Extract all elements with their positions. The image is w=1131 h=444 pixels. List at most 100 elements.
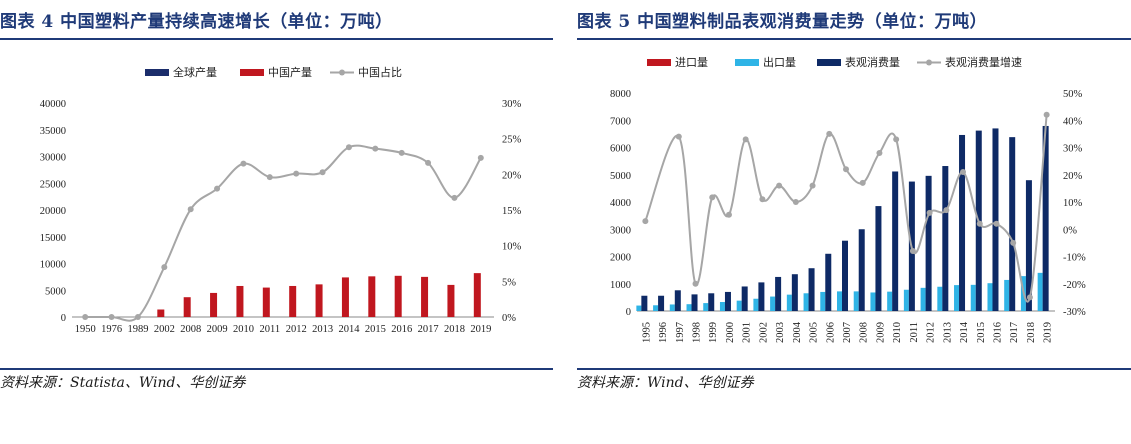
chart-source: 资料来源：Wind、华创证券	[577, 375, 754, 391]
x-tick-label: 2012	[926, 322, 937, 343]
chart-source: 资料来源：Statista、Wind、华创证券	[0, 375, 246, 391]
legend-label: 出口量	[763, 55, 796, 69]
x-tick-label: 2011	[260, 324, 281, 335]
point-中国占比	[398, 149, 405, 156]
bar-出口量	[903, 289, 909, 311]
bar-中国产量	[315, 284, 323, 317]
x-tick-label: 2014	[959, 321, 970, 343]
bar-表观消费量	[892, 171, 899, 311]
bar-出口量	[669, 304, 675, 311]
y-right-tick-label: -20%	[1063, 280, 1086, 291]
chart-panel-left: 图表 4 中国塑料产量持续高速增长（单位：万吨） 0 5000 10000 15000…	[0, 0, 553, 444]
point-表观消费量增速	[725, 211, 732, 218]
point-表观消费量增速	[909, 248, 916, 255]
point-表观消费量增速	[943, 207, 950, 214]
x-tick-label: 2007	[842, 322, 853, 343]
legend-swatch	[240, 69, 264, 76]
x-tick-label: 1950	[75, 324, 96, 335]
bar-出口量	[853, 291, 859, 311]
y-left-tick-label: 8000	[610, 89, 631, 100]
point-中国占比	[345, 144, 352, 151]
x-tick-label: 1976	[101, 324, 122, 335]
point-中国占比	[372, 145, 379, 152]
x-tick-label: 2017	[418, 324, 439, 335]
x-tick-label: 2003	[775, 322, 786, 343]
point-表观消费量增速	[876, 149, 883, 156]
y-left-tick-label: 20000	[40, 206, 66, 217]
point-表观消费量增速	[642, 218, 649, 225]
y-right-tick-label: 0%	[1063, 225, 1077, 236]
bar-表观消费量	[708, 293, 715, 311]
x-tick-label: 2018	[444, 324, 465, 335]
point-表观消费量增速	[776, 182, 783, 189]
bar-表观消费量	[942, 166, 949, 311]
point-中国占比	[319, 169, 326, 176]
y-right-tick-label: 10%	[1063, 198, 1083, 209]
bar-表观消费量	[1025, 180, 1032, 311]
y-left-tick-label: 4000	[610, 198, 631, 209]
bar-出口量	[653, 305, 659, 311]
bar-表观消费量	[1009, 137, 1016, 311]
x-tick-label: 2010	[892, 322, 903, 343]
x-tick-label: 2009	[875, 322, 886, 343]
y-left-tick-label: 2000	[610, 253, 631, 264]
y-left-tick-label: 5000	[45, 286, 66, 297]
bar-表观消费量	[858, 229, 865, 311]
bar-中国产量	[341, 277, 349, 317]
point-表观消费量增速	[792, 199, 799, 205]
line-中国占比	[85, 144, 482, 322]
point-表观消费量增速	[675, 133, 682, 140]
point-中国占比	[293, 170, 300, 177]
point-中国占比	[266, 174, 273, 181]
bar-中国产量	[421, 276, 429, 317]
bar-出口量	[870, 292, 876, 311]
x-tick-label: 2006	[825, 322, 836, 343]
y-right-tick-label: 0%	[502, 313, 516, 324]
point-表观消费量增速	[1043, 111, 1050, 118]
y-right-tick-label: -30%	[1063, 307, 1086, 318]
title-rule	[0, 38, 553, 40]
x-tick-label: 2002	[154, 324, 175, 335]
bar-出口量	[1037, 272, 1043, 311]
x-tick-label: 1997	[675, 322, 686, 343]
x-tick-label: 2013	[312, 324, 333, 335]
x-tick-label: 1999	[708, 322, 719, 343]
y-right-tick-label: 20%	[502, 170, 522, 181]
y-left-tick-label: 0	[626, 307, 631, 318]
y-right-tick-label: 25%	[502, 135, 522, 146]
bar-表观消费量	[691, 294, 698, 311]
x-tick-label: 2008	[180, 324, 201, 335]
bar-表观消费量	[808, 268, 815, 311]
bar-表观消费量	[791, 274, 798, 311]
bar-出口量	[937, 286, 943, 311]
y-left-tick-label: 0	[61, 313, 66, 324]
x-tick-label: 2016	[391, 324, 412, 335]
y-left-tick-label: 35000	[40, 126, 66, 137]
point-中国占比	[240, 160, 247, 167]
legend-swatch	[817, 59, 841, 66]
point-中国占比	[214, 185, 221, 192]
bar-表观消费量	[875, 206, 882, 311]
point-表观消费量增速	[809, 182, 816, 189]
chart-panel-right: 图表 5 中国塑料制品表观消费量走势（单位：万吨） 0 1000 2000 3000 4…	[577, 0, 1131, 444]
x-tick-label: 2010	[233, 324, 254, 335]
legend-swatch	[647, 59, 671, 66]
legend-label: 表观消费量	[845, 55, 900, 69]
point-中国占比	[108, 314, 115, 320]
bar-表观消费量	[959, 134, 966, 311]
y-right-tick-label: -10%	[1063, 253, 1086, 264]
y-left-tick-label: 30000	[40, 153, 66, 164]
bar-中国产量	[394, 275, 402, 317]
y-right-tick-label: 30%	[1063, 144, 1083, 155]
bar-表观消费量	[724, 291, 731, 311]
x-tick-label: 1998	[692, 322, 703, 343]
bar-中国产量	[289, 285, 297, 317]
x-tick-label: 2018	[1026, 322, 1037, 343]
x-tick-label: 1989	[127, 324, 148, 335]
point-表观消费量增速	[859, 179, 866, 186]
y-right-tick-label: 5%	[502, 277, 516, 288]
x-tick-label: 2017	[1009, 322, 1020, 343]
legend-label: 全球产量	[173, 65, 217, 79]
chart-title: 图表 5 中国塑料制品表观消费量走势（单位：万吨）	[577, 12, 988, 32]
title-rule	[577, 38, 1131, 40]
